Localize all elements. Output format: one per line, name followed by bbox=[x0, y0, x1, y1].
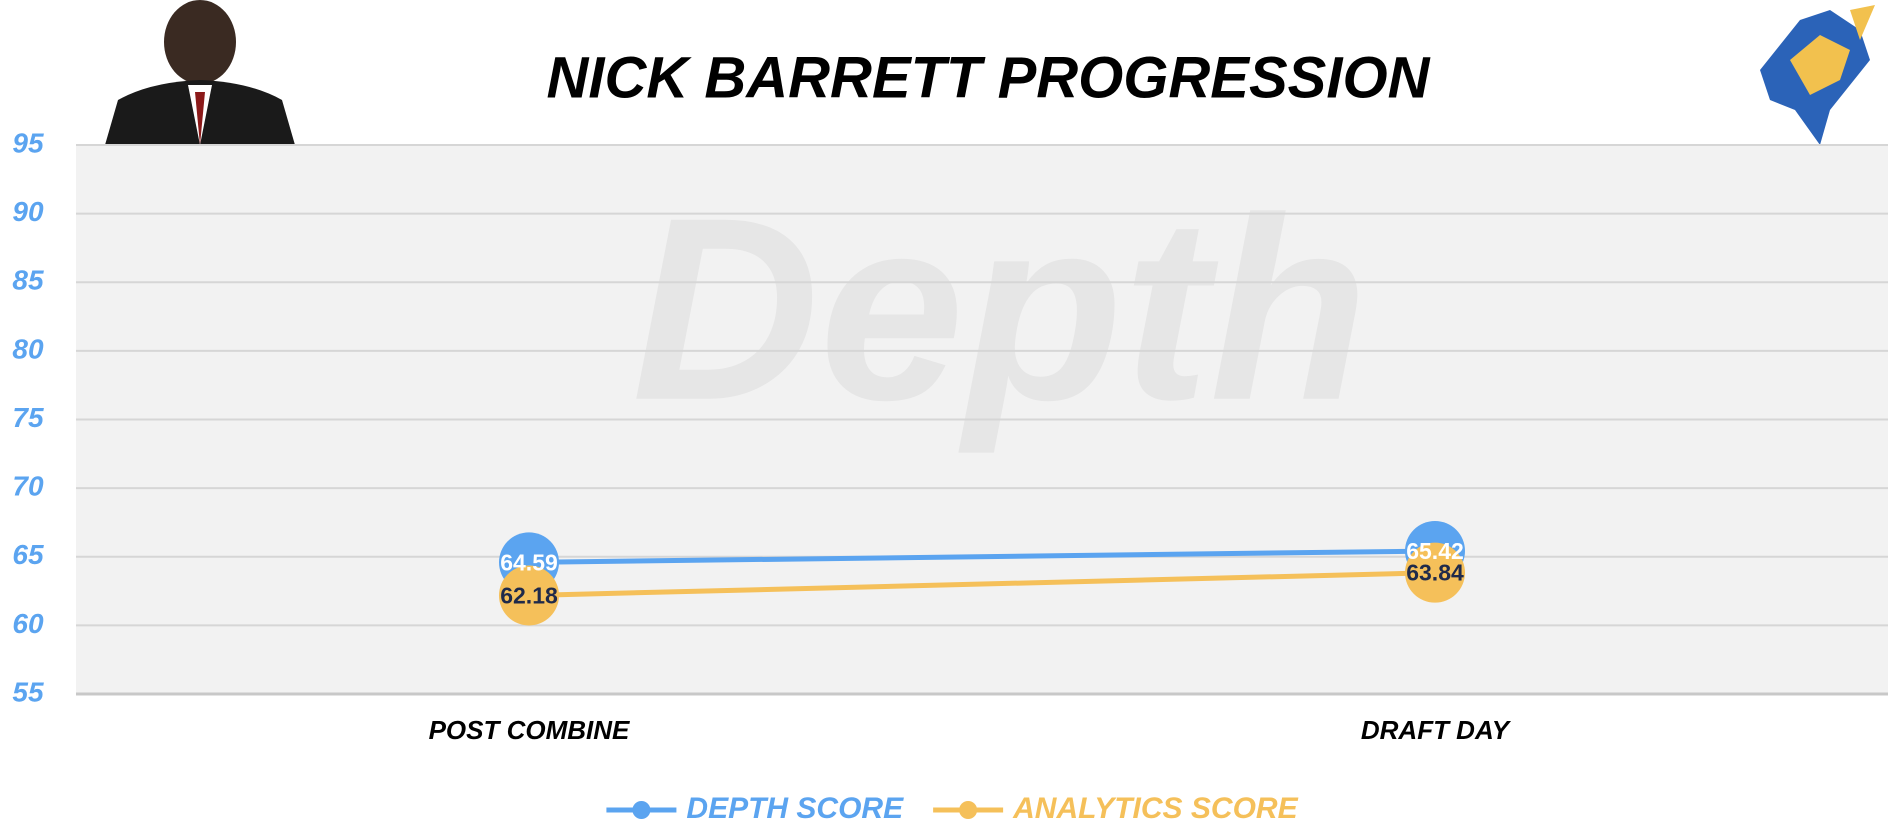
data-label: 62.18 bbox=[500, 583, 558, 609]
point bbox=[1405, 542, 1465, 603]
legend-marker bbox=[959, 801, 978, 819]
watermark: Depth bbox=[632, 165, 1369, 456]
legend-marker bbox=[632, 801, 651, 819]
legend-label: DEPTH SCORE bbox=[686, 792, 904, 825]
y-tick-label: 65 bbox=[12, 539, 44, 570]
x-tick-label: POST COMBINE bbox=[429, 715, 630, 745]
y-tick-label: 60 bbox=[12, 608, 44, 639]
y-tick-label: 55 bbox=[12, 676, 44, 707]
y-tick-label: 90 bbox=[12, 196, 44, 227]
x-tick-label: DRAFT DAY bbox=[1361, 715, 1512, 745]
y-tick-label: 95 bbox=[12, 127, 44, 158]
y-tick-label: 70 bbox=[12, 471, 44, 502]
point bbox=[499, 565, 559, 626]
player-photo bbox=[105, 0, 295, 145]
legend-label: ANALYTICS SCORE bbox=[1012, 792, 1298, 825]
y-tick-label: 75 bbox=[12, 402, 44, 433]
team-logo bbox=[1760, 5, 1875, 145]
data-label: 64.59 bbox=[500, 549, 558, 575]
data-label: 63.84 bbox=[1406, 560, 1464, 586]
y-tick-label: 80 bbox=[12, 333, 44, 364]
series-line bbox=[528, 570, 1436, 598]
series-line bbox=[528, 548, 1436, 565]
data-label: 65.42 bbox=[1406, 538, 1464, 564]
chart-title: NICK BARRETT PROGRESSION bbox=[547, 45, 1431, 110]
y-tick-label: 85 bbox=[12, 265, 44, 296]
